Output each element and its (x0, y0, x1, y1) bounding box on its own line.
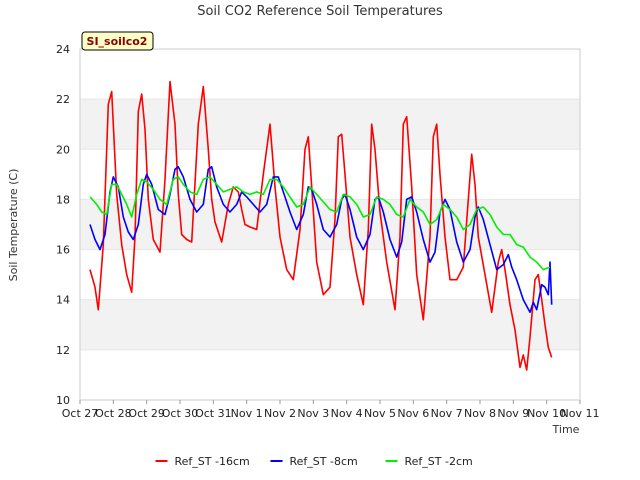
x-tick-label: Nov 7 (431, 407, 463, 420)
x-tick-label: Nov 5 (364, 407, 396, 420)
legend-label: Ref_ST -8cm (290, 455, 358, 468)
x-tick-label: Nov 4 (331, 407, 363, 420)
y-tick-label: 12 (56, 344, 70, 357)
y-axis-label: Soil Temperature (C) (7, 169, 20, 282)
x-tick-label: Oct 31 (195, 407, 232, 420)
x-axis-label: Time (552, 423, 580, 436)
x-tick-label: Nov 6 (397, 407, 429, 420)
x-tick-label: Nov 3 (297, 407, 329, 420)
y-tick-label: 10 (56, 394, 70, 407)
legend-label: Ref_ST -16cm (175, 455, 250, 468)
y-tick-label: 24 (56, 43, 70, 56)
site-badge-label: SI_soilco2 (87, 35, 148, 48)
series-line-2 (89, 166, 553, 314)
chart-title: Soil CO2 Reference Soil Temperatures (197, 4, 443, 19)
x-tick-label: Nov 10 (527, 407, 566, 420)
plot-bands (80, 99, 580, 350)
series-line-3 (89, 176, 551, 271)
legend: Ref_ST -16cm Ref_ST -8cm Ref_ST -2cm (155, 455, 473, 468)
y-tick-label: 14 (56, 294, 70, 307)
plot-frame (79, 48, 581, 401)
x-tick-label: Oct 29 (128, 407, 165, 420)
site-badge: SI_soilco2 (81, 31, 154, 51)
x-tick-label: Oct 30 (162, 407, 199, 420)
y-axis-ticks: 10 12 14 16 18 20 22 24 (56, 43, 70, 407)
x-tick-label: Nov 1 (231, 407, 263, 420)
y-tick-label: 22 (56, 93, 70, 106)
x-tick-label: Nov 8 (464, 407, 496, 420)
legend-label: Ref_ST -2cm (405, 455, 473, 468)
x-tick-label: Nov 9 (497, 407, 529, 420)
x-tick-label: Oct 27 (62, 407, 99, 420)
x-tick-label: Oct 28 (95, 407, 132, 420)
plot-band (80, 99, 580, 150)
y-tick-label: 20 (56, 143, 70, 156)
series-layer (89, 80, 553, 371)
plot-band (80, 299, 580, 350)
y-tick-label: 16 (56, 244, 70, 257)
y-tick-label: 18 (56, 193, 70, 206)
x-tick-label: Nov 2 (264, 407, 296, 420)
x-tick-label: Nov 11 (561, 407, 600, 420)
site-badge-box (81, 31, 154, 51)
series-line-1 (89, 80, 553, 371)
